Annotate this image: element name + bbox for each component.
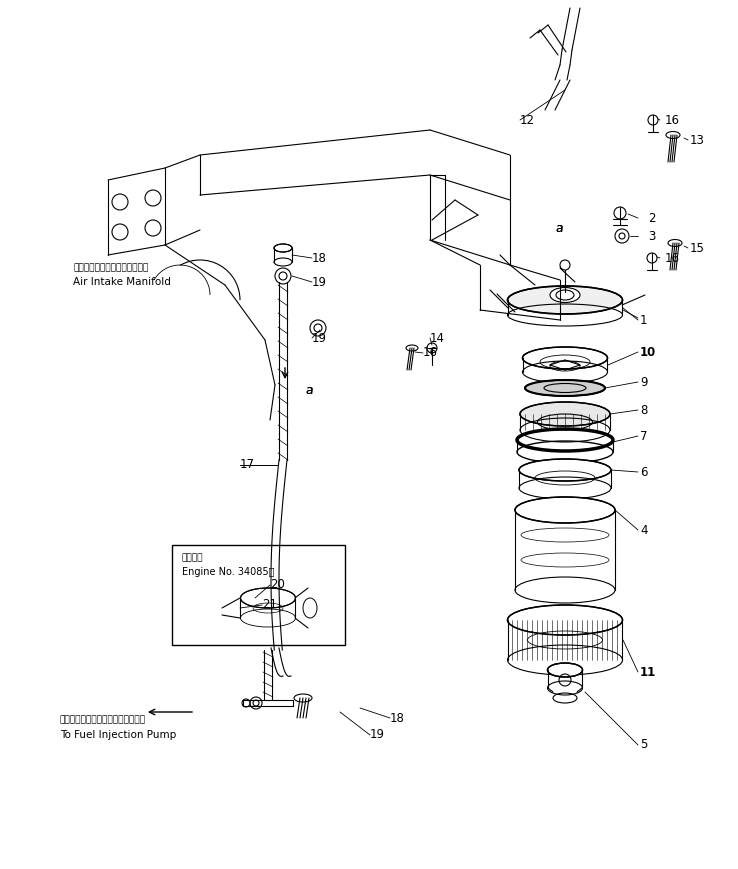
Text: 18: 18 <box>312 251 327 264</box>
Bar <box>172 545 345 645</box>
Text: a: a <box>555 222 562 235</box>
Text: 7: 7 <box>640 429 647 442</box>
Text: 19: 19 <box>312 331 327 344</box>
Ellipse shape <box>523 347 607 369</box>
Text: 12: 12 <box>520 114 535 127</box>
Text: 13: 13 <box>690 134 705 147</box>
Text: 16: 16 <box>665 114 680 127</box>
Text: 5: 5 <box>640 739 647 752</box>
Text: 14: 14 <box>430 331 445 344</box>
Text: 6: 6 <box>640 466 647 479</box>
Text: エアーインテークマニホールド: エアーインテークマニホールド <box>73 263 148 273</box>
Ellipse shape <box>241 588 295 608</box>
Text: 10: 10 <box>640 346 656 359</box>
Text: 3: 3 <box>648 229 655 242</box>
Text: 19: 19 <box>370 728 385 741</box>
Text: a: a <box>555 222 562 235</box>
Text: 18: 18 <box>390 712 405 725</box>
Text: 1: 1 <box>640 314 647 327</box>
Text: 4: 4 <box>640 523 647 536</box>
Text: 2: 2 <box>648 211 655 224</box>
Text: 適用号機: 適用号機 <box>182 554 204 562</box>
Text: 16: 16 <box>423 347 438 360</box>
Ellipse shape <box>508 605 622 635</box>
Ellipse shape <box>550 288 580 302</box>
Text: 19: 19 <box>312 275 327 289</box>
Text: a: a <box>305 383 312 396</box>
Text: 11: 11 <box>640 666 656 679</box>
Text: Engine No. 34085〜: Engine No. 34085〜 <box>182 567 275 577</box>
Ellipse shape <box>548 663 582 677</box>
Text: 16: 16 <box>665 251 680 264</box>
Ellipse shape <box>274 244 292 252</box>
Ellipse shape <box>515 497 615 523</box>
Text: To Fuel Injection Pump: To Fuel Injection Pump <box>60 730 176 740</box>
Text: 20: 20 <box>270 579 285 592</box>
Ellipse shape <box>508 286 622 314</box>
Text: Air Intake Manifold: Air Intake Manifold <box>73 277 171 287</box>
Ellipse shape <box>519 459 611 481</box>
Text: a: a <box>305 383 313 396</box>
Text: 17: 17 <box>240 459 255 472</box>
Text: フゥエルインジェクションポンプへ: フゥエルインジェクションポンプへ <box>60 715 146 725</box>
Text: 8: 8 <box>640 403 647 416</box>
Ellipse shape <box>525 380 605 396</box>
Ellipse shape <box>520 402 610 426</box>
Text: 15: 15 <box>690 242 705 255</box>
Text: 21: 21 <box>262 599 277 612</box>
Text: 9: 9 <box>640 375 647 388</box>
